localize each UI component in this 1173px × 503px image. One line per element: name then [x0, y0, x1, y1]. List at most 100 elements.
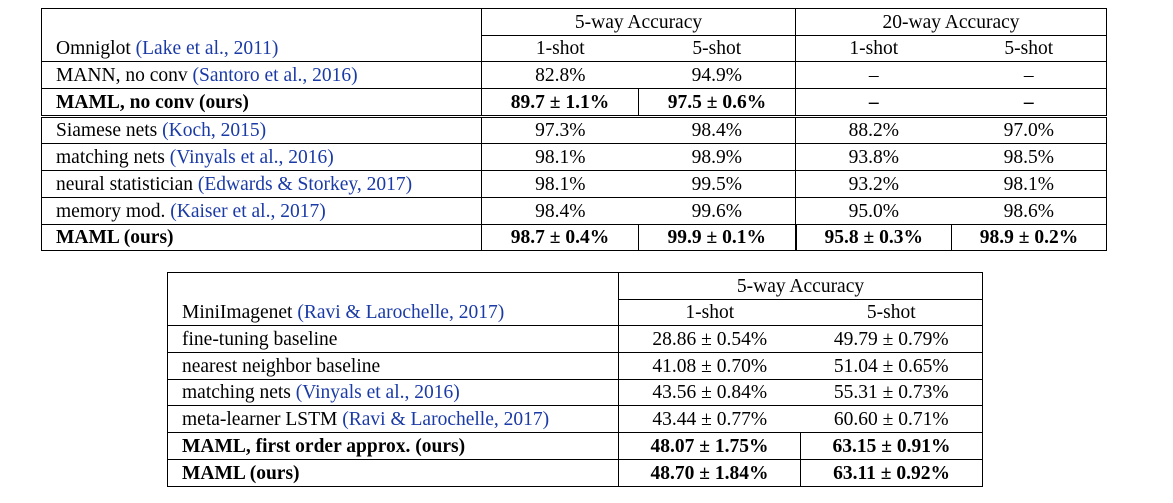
method-cell: Siamese nets (Koch, 2015)	[41, 116, 482, 145]
value-cell: 98.4%	[481, 197, 639, 225]
value-cell: 99.5%	[638, 170, 796, 198]
method-citation: (Ravi & Larochelle, 2017)	[342, 409, 550, 431]
dataset-citation: (Ravi & Larochelle, 2017)	[297, 302, 505, 324]
value-cell: 63.15 ± 0.91%	[800, 432, 984, 460]
header-spacer	[41, 8, 482, 36]
table-row: MAML (ours) 48.70 ± 1.84% 63.11 ± 0.92%	[167, 459, 984, 487]
miniimagenet-results-table: 5-way Accuracy MiniImagenet (Ravi & Laro…	[167, 272, 984, 487]
method-name: MAML (ours)	[182, 462, 300, 484]
value-cell: 43.44 ± 0.77%	[618, 405, 801, 434]
dataset-name: MiniImagenet	[182, 302, 293, 324]
value-cell: 97.3%	[481, 116, 639, 145]
value-cell: 99.9 ± 0.1%	[638, 224, 797, 252]
method-name: matching nets	[56, 147, 165, 169]
dataset-citation: (Lake et al., 2011)	[135, 38, 279, 60]
method-citation: (Kaiser et al., 2017)	[170, 200, 326, 222]
method-cell: fine-tuning baseline	[167, 325, 619, 354]
method-name: neural statistician	[56, 173, 193, 195]
column-header-5way-1shot: 1-shot	[481, 35, 639, 63]
table-row: MAML, no conv (ours) 89.7 ± 1.1% 97.5 ± …	[41, 88, 1108, 118]
method-citation: (Koch, 2015)	[162, 120, 267, 142]
method-cell: nearest neighbor baseline	[167, 352, 619, 380]
column-header-5way-5shot: 5-shot	[638, 35, 796, 63]
column-header-5shot: 5-shot	[800, 299, 984, 327]
table-row: matching nets (Vinyals et al., 2016) 43.…	[167, 379, 984, 407]
value-cell: 98.7 ± 0.4%	[481, 224, 639, 252]
method-name: memory mod.	[56, 200, 166, 222]
method-name: meta-learner LSTM	[182, 409, 338, 431]
value-cell: 98.5%	[951, 143, 1108, 172]
value-cell: 98.6%	[951, 197, 1108, 225]
value-cell: 49.79 ± 0.79%	[800, 325, 984, 354]
omniglot-results-table: 5-way Accuracy 20-way Accuracy Omniglot …	[41, 8, 1108, 252]
method-cell: MANN, no conv (Santoro et al., 2016)	[41, 61, 482, 90]
method-name: matching nets	[182, 382, 291, 404]
table-row: memory mod. (Kaiser et al., 2017) 98.4% …	[41, 197, 1108, 225]
method-cell: memory mod. (Kaiser et al., 2017)	[41, 197, 482, 225]
value-cell: 48.70 ± 1.84%	[618, 459, 801, 487]
value-cell: –	[795, 61, 952, 90]
table-row: MAML, first order approx. (ours) 48.07 ±…	[167, 432, 984, 460]
table-row: fine-tuning baseline 28.86 ± 0.54% 49.79…	[167, 325, 984, 354]
value-cell: 95.8 ± 0.3%	[794, 224, 953, 252]
method-cell: neural statistician (Edwards & Storkey, …	[41, 170, 482, 198]
value-cell: 88.2%	[795, 116, 952, 145]
table-row: meta-learner LSTM (Ravi & Larochelle, 20…	[167, 405, 984, 434]
value-cell: 97.0%	[951, 116, 1108, 145]
value-cell: 28.86 ± 0.54%	[618, 325, 801, 354]
table-row: MAML (ours) 98.7 ± 0.4% 99.9 ± 0.1% 95.8…	[41, 224, 1108, 252]
value-cell: 97.5 ± 0.6%	[638, 88, 797, 118]
dataset-name: Omniglot	[56, 38, 131, 60]
value-cell: 55.31 ± 0.73%	[800, 379, 984, 407]
value-cell: 82.8%	[481, 61, 639, 90]
value-cell: 43.56 ± 0.84%	[618, 379, 801, 407]
group-header-5way: 5-way Accuracy	[481, 8, 796, 36]
dataset-header: MiniImagenet (Ravi & Larochelle, 2017)	[167, 299, 619, 327]
value-cell: 94.9%	[638, 61, 796, 90]
value-cell: –	[795, 88, 952, 118]
value-cell: 98.1%	[481, 170, 639, 198]
value-cell: 89.7 ± 1.1%	[481, 88, 639, 118]
method-cell: MAML, first order approx. (ours)	[167, 432, 619, 460]
value-cell: 98.9 ± 0.2%	[951, 224, 1108, 252]
method-name: MAML (ours)	[56, 227, 174, 249]
value-cell: 48.07 ± 1.75%	[618, 432, 801, 460]
method-citation: (Santoro et al., 2016)	[192, 65, 358, 87]
value-cell: –	[951, 88, 1108, 118]
column-header-1shot: 1-shot	[618, 299, 801, 327]
method-cell: matching nets (Vinyals et al., 2016)	[41, 143, 482, 172]
value-cell: 95.0%	[795, 197, 952, 225]
value-cell: –	[951, 61, 1108, 90]
value-cell: 98.1%	[481, 143, 639, 172]
method-cell: matching nets (Vinyals et al., 2016)	[167, 379, 619, 407]
method-citation: (Vinyals et al., 2016)	[295, 382, 460, 404]
value-cell: 98.4%	[638, 116, 796, 145]
value-cell: 63.11 ± 0.92%	[800, 459, 984, 487]
table-row: nearest neighbor baseline 41.08 ± 0.70% …	[167, 352, 984, 380]
value-cell: 99.6%	[638, 197, 796, 225]
method-name: MANN, no conv	[56, 65, 188, 87]
method-cell: meta-learner LSTM (Ravi & Larochelle, 20…	[167, 405, 619, 434]
column-header-20way-1shot: 1-shot	[795, 35, 952, 63]
header-spacer	[167, 272, 619, 300]
method-citation: (Edwards & Storkey, 2017)	[197, 173, 413, 195]
value-cell: 98.1%	[951, 170, 1108, 198]
table-row: neural statistician (Edwards & Storkey, …	[41, 170, 1108, 198]
group-header-20way: 20-way Accuracy	[795, 8, 1108, 36]
value-cell: 98.9%	[638, 143, 796, 172]
method-cell: MAML (ours)	[167, 459, 619, 487]
value-cell: 51.04 ± 0.65%	[800, 352, 984, 380]
method-cell: MAML (ours)	[41, 224, 482, 252]
value-cell: 41.08 ± 0.70%	[618, 352, 801, 380]
table-row: Siamese nets (Koch, 2015) 97.3% 98.4% 88…	[41, 116, 1108, 145]
value-cell: 93.8%	[795, 143, 952, 172]
method-name: MAML, first order approx. (ours)	[182, 435, 466, 457]
dataset-header: Omniglot (Lake et al., 2011)	[41, 35, 482, 63]
method-name: MAML, no conv (ours)	[56, 91, 249, 113]
column-header-20way-5shot: 5-shot	[951, 35, 1108, 63]
group-header-5way: 5-way Accuracy	[618, 272, 984, 300]
value-cell: 93.2%	[795, 170, 952, 198]
value-cell: 60.60 ± 0.71%	[800, 405, 984, 434]
method-cell: MAML, no conv (ours)	[41, 88, 482, 118]
method-name: Siamese nets	[56, 120, 158, 142]
